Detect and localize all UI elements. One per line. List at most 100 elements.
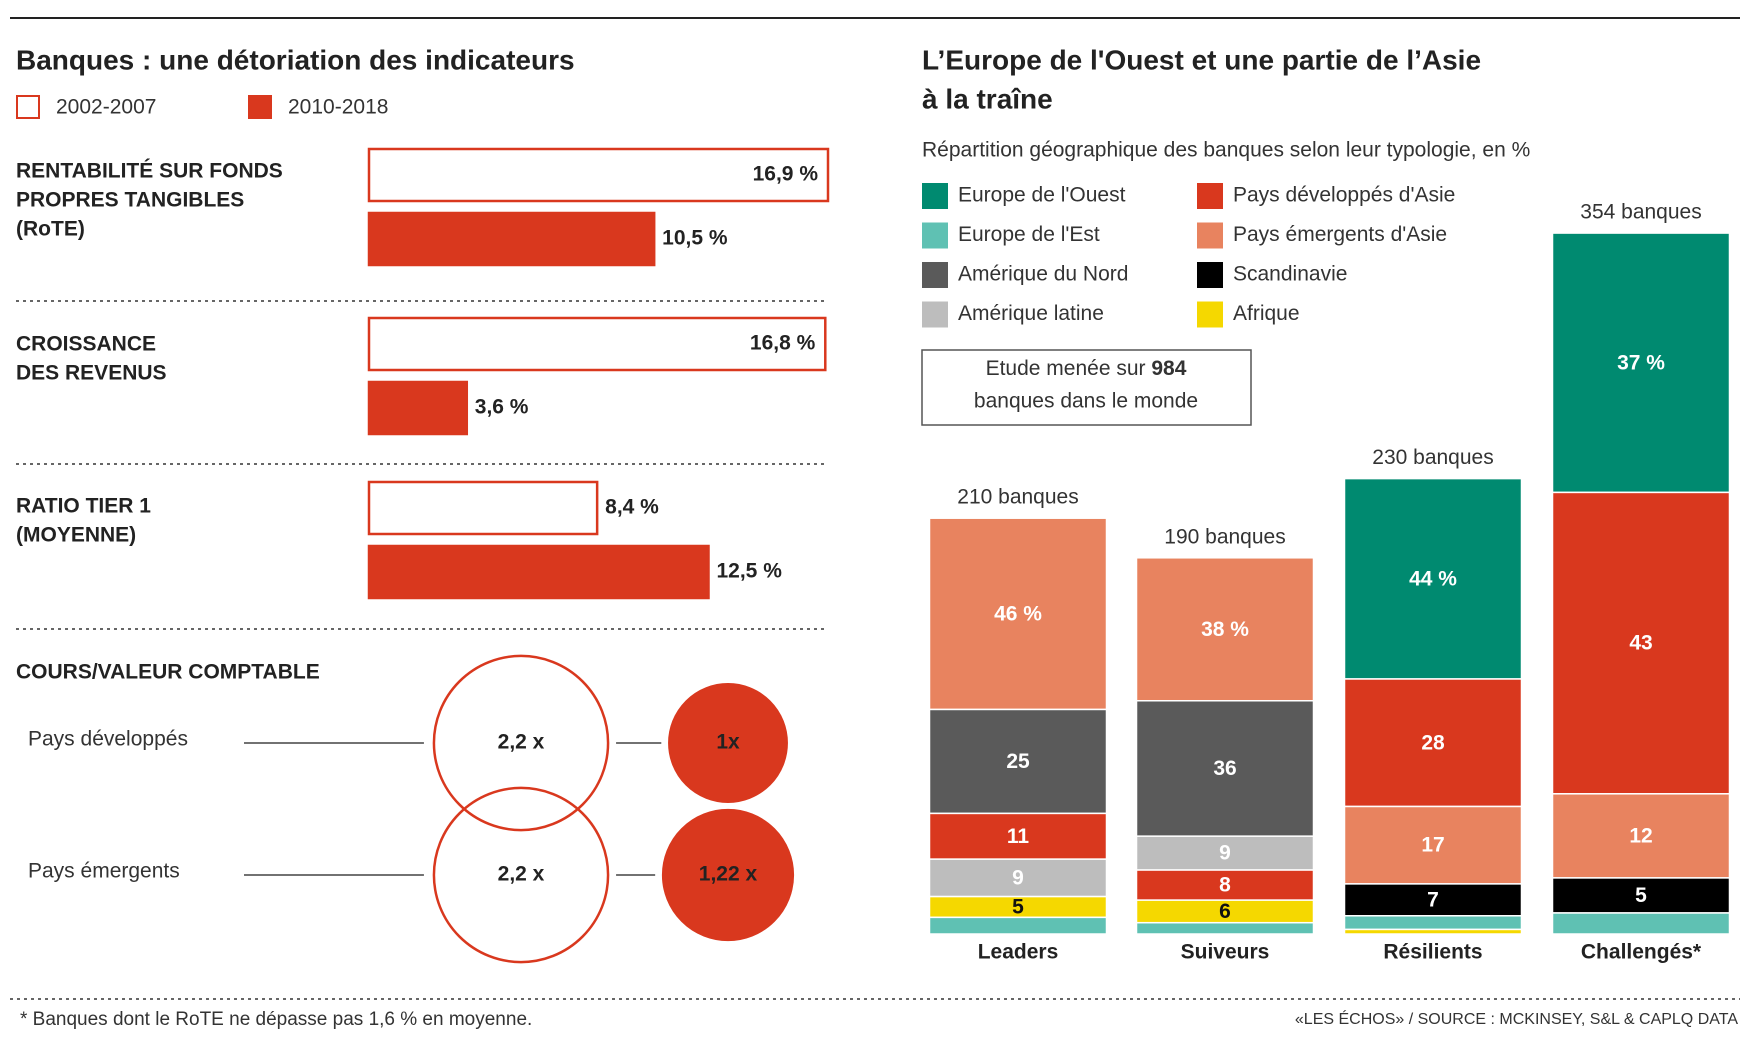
left-title: Banques : une détoriation des indicateur…	[16, 44, 575, 75]
bubble	[668, 683, 788, 803]
segment-label: 6	[1219, 900, 1231, 923]
legend-label: 2010-2018	[288, 96, 388, 119]
segment-label: 9	[1012, 866, 1024, 889]
value-label: 2,2 x	[498, 731, 545, 754]
segment-label: 9	[1219, 842, 1231, 865]
category-label: DES REVENUS	[16, 362, 167, 385]
legend-swatch	[248, 95, 272, 119]
legend-label: Amérique du Nord	[958, 263, 1128, 286]
value-label: 1,22 x	[699, 863, 758, 886]
right-title: L’Europe de l'Ouest et une partie de l’A…	[922, 44, 1481, 75]
legend-label: Amérique latine	[958, 302, 1104, 325]
bar-segment	[1343, 477, 1523, 680]
footnote: * Banques dont le RoTE ne dépasse pas 1,…	[20, 1009, 532, 1030]
segment-label: 12	[1629, 824, 1652, 847]
segment-label: 38 %	[1201, 618, 1249, 641]
bar-segment	[1551, 912, 1731, 935]
segment-label: 5	[1012, 896, 1024, 919]
category-label: PROPRES TANGIBLES	[16, 189, 244, 212]
value-label: 12,5 %	[716, 560, 782, 583]
bar-segment	[1343, 805, 1523, 885]
legend-label: Pays développés d'Asie	[1233, 184, 1455, 207]
category-label: Résilients	[1383, 941, 1482, 964]
category-label: (RoTE)	[16, 218, 85, 241]
segment-label: 28	[1421, 731, 1445, 754]
segment-label: 37 %	[1617, 351, 1665, 374]
legend-swatch	[1197, 262, 1223, 288]
bubble	[661, 808, 795, 942]
right-title: à la traîne	[922, 83, 1053, 114]
category-label: Pays développés	[28, 728, 188, 751]
bubble	[432, 654, 610, 832]
value-label: 3,6 %	[475, 396, 529, 419]
subtitle: Répartition géographique des banques sel…	[922, 139, 1530, 162]
bar-segment	[928, 916, 1108, 935]
segment-label: 17	[1421, 834, 1444, 857]
segment-label: 25	[1006, 750, 1030, 773]
segment-label: 44 %	[1409, 567, 1457, 590]
total-label: 354 banques	[1580, 201, 1701, 224]
legend-label: Pays émergents d'Asie	[1233, 223, 1447, 246]
bar-segment	[1343, 915, 1523, 931]
note: Etude menée sur 984	[986, 357, 1187, 380]
bar	[367, 480, 599, 536]
legend-swatch	[922, 301, 948, 328]
segment-label: 7	[1427, 888, 1439, 911]
category-label: Suiveurs	[1181, 941, 1270, 964]
segment-label: 46 %	[994, 602, 1042, 625]
bar-segment	[1135, 869, 1315, 901]
category-label: (MOYENNE)	[16, 524, 136, 547]
category-label: Pays émergents	[28, 860, 180, 883]
legend-swatch	[922, 183, 948, 209]
note-text: Etude menée sur	[986, 357, 1146, 380]
segment-label: 43	[1629, 632, 1652, 655]
bar-segment	[1135, 921, 1315, 935]
bar	[367, 316, 827, 372]
bar-segment	[1551, 232, 1731, 494]
bar-segment	[928, 858, 1108, 898]
value-label: 2,2 x	[498, 863, 545, 886]
note-box	[921, 349, 1252, 426]
note-number: 984	[1151, 357, 1186, 380]
category-label: CROISSANCE	[16, 333, 156, 356]
segment-label: 8	[1219, 874, 1231, 897]
total-label: 210 banques	[957, 486, 1078, 509]
bar-segment	[928, 708, 1108, 815]
value-label: 8,4 %	[605, 496, 659, 519]
category-label: Leaders	[978, 941, 1059, 964]
bar-segment	[1135, 700, 1315, 837]
total-label: 230 banques	[1372, 446, 1493, 469]
bar	[367, 544, 710, 600]
bar-segment	[1551, 793, 1731, 879]
bar	[367, 380, 469, 436]
category-label: Challengés*	[1581, 941, 1702, 964]
legend-swatch	[1197, 301, 1223, 328]
legend-swatch	[1197, 222, 1223, 249]
legend-swatch	[1197, 183, 1223, 209]
legend-label: 2002-2007	[56, 96, 156, 119]
value-label: 1x	[716, 731, 740, 754]
bar-segment	[1551, 491, 1731, 795]
total-label: 190 banques	[1164, 525, 1285, 548]
category-label: RATIO TIER 1	[16, 495, 151, 518]
bar-segment	[1343, 678, 1523, 808]
bubble	[432, 786, 610, 964]
bubble-title: COURS/VALEUR COMPTABLE	[16, 661, 320, 684]
bar-segment	[1135, 835, 1315, 871]
bar-segment	[1343, 883, 1523, 917]
legend-label: Afrique	[1233, 302, 1300, 325]
bar-segment	[1551, 877, 1731, 914]
legend-swatch	[922, 262, 948, 288]
segment-label: 11	[1007, 825, 1030, 848]
legend-label: Scandinavie	[1233, 263, 1347, 286]
bar	[367, 211, 656, 267]
note-text: banques dans le monde	[974, 390, 1198, 413]
segment-label: 36	[1213, 757, 1236, 780]
source: «LES ÉCHOS» / SOURCE : MCKINSEY, S&L & C…	[1295, 1009, 1738, 1028]
value-label: 10,5 %	[662, 227, 728, 250]
legend-label: Europe de l'Ouest	[958, 184, 1126, 207]
bar	[367, 147, 830, 203]
category-label: RENTABILITÉ SUR FONDS	[16, 160, 283, 183]
